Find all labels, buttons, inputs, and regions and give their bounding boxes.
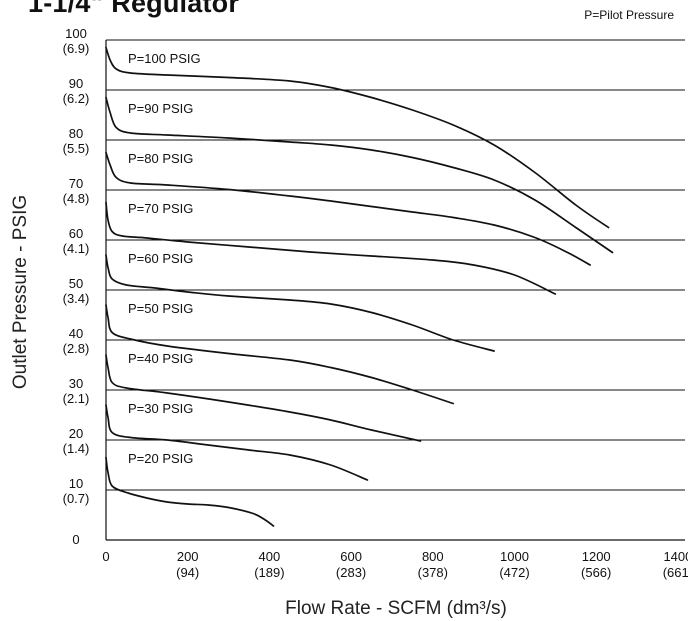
curve-50-psig (105, 304, 455, 405)
y-tick-sublabel-80: (5.5) (63, 141, 90, 156)
x-tick-sublabel-600: (283) (336, 565, 366, 580)
x-tick-label-600: 600 (340, 549, 362, 564)
x-tick-label-1400: 1400 (663, 549, 688, 564)
x-tick-sublabel-800: (378) (418, 565, 448, 580)
y-tick-labels: 010(0.7)20(1.4)30(2.1)40(2.8)50(3.4)60(4… (63, 26, 90, 547)
x-tick-sublabel-1000: (472) (499, 565, 529, 580)
x-tick-label-1000: 1000 (500, 549, 529, 564)
y-tick-label-30: 30 (69, 376, 83, 391)
y-tick-label-0: 0 (72, 532, 79, 547)
curve-label-80-psig: P=80 PSIG (128, 151, 193, 166)
curve-label-40-psig: P=40 PSIG (128, 351, 193, 366)
curve-80-psig (105, 151, 591, 266)
y-tick-sublabel-100: (6.9) (63, 41, 90, 56)
curve-label-20-psig: P=20 PSIG (128, 451, 193, 466)
curve-label-90-psig: P=90 PSIG (128, 101, 193, 116)
y-tick-label-70: 70 (69, 176, 83, 191)
curve-60-psig (105, 254, 495, 352)
curve-label-30-psig: P=30 PSIG (128, 401, 193, 416)
x-tick-label-0: 0 (102, 549, 109, 564)
series-labels: P=100 PSIG P=90 PSIG P=80 PSIG P=70 PSIG P=6… (128, 51, 201, 466)
y-tick-label-20: 20 (69, 426, 83, 441)
curve-100-psig (105, 46, 610, 229)
y-axis-title: Outlet Pressure - PSIG (10, 195, 31, 389)
y-tick-sublabel-70: (4.8) (63, 191, 90, 206)
pilot-pressure-note: P=Pilot Pressure (584, 8, 674, 22)
y-tick-label-40: 40 (69, 326, 83, 341)
curve-label-50-psig: P=50 PSIG (128, 301, 193, 316)
y-tick-sublabel-60: (4.1) (63, 241, 90, 256)
x-tick-label-200: 200 (177, 549, 199, 564)
curve-90-psig (105, 96, 614, 254)
x-tick-label-400: 400 (259, 549, 281, 564)
x-tick-sublabel-1200: (566) (581, 565, 611, 580)
x-tick-label-1200: 1200 (582, 549, 611, 564)
x-tick-sublabel-400: (189) (254, 565, 284, 580)
curve-label-60-psig: P=60 PSIG (128, 251, 193, 266)
y-tick-label-60: 60 (69, 226, 83, 241)
x-tick-sublabel-1400: (661) (663, 565, 688, 580)
curve-label-70-psig: P=70 PSIG (128, 201, 193, 216)
y-tick-sublabel-20: (1.4) (63, 441, 90, 456)
grid-lines (106, 39, 685, 491)
y-tick-sublabel-30: (2.1) (63, 391, 90, 406)
curve-30-psig (105, 404, 369, 481)
y-tick-label-10: 10 (69, 476, 83, 491)
x-axis-title: Flow Rate - SCFM (dm³/s) (285, 598, 507, 619)
chart-title: 1-1/4" Regulator (28, 0, 240, 18)
y-tick-sublabel-50: (3.4) (63, 291, 90, 306)
series-curves (105, 46, 614, 527)
y-tick-label-90: 90 (69, 76, 83, 91)
y-tick-sublabel-90: (6.2) (63, 91, 90, 106)
curve-20-psig (105, 456, 275, 527)
y-tick-label-80: 80 (69, 126, 83, 141)
curve-70-psig (105, 201, 557, 295)
y-tick-label-100: 100 (65, 26, 87, 41)
x-tick-sublabel-200: (94) (176, 565, 199, 580)
y-tick-sublabel-40: (2.8) (63, 341, 90, 356)
y-tick-label-50: 50 (69, 276, 83, 291)
x-tick-label-800: 800 (422, 549, 444, 564)
y-tick-sublabel-10: (0.7) (63, 491, 90, 506)
curve-40-psig (105, 354, 422, 442)
x-tick-labels: 0 200(94) 400(189) 600(283) 800(378) 1000(472… (102, 549, 688, 580)
curve-label-100-psig: P=100 PSIG (128, 51, 201, 66)
